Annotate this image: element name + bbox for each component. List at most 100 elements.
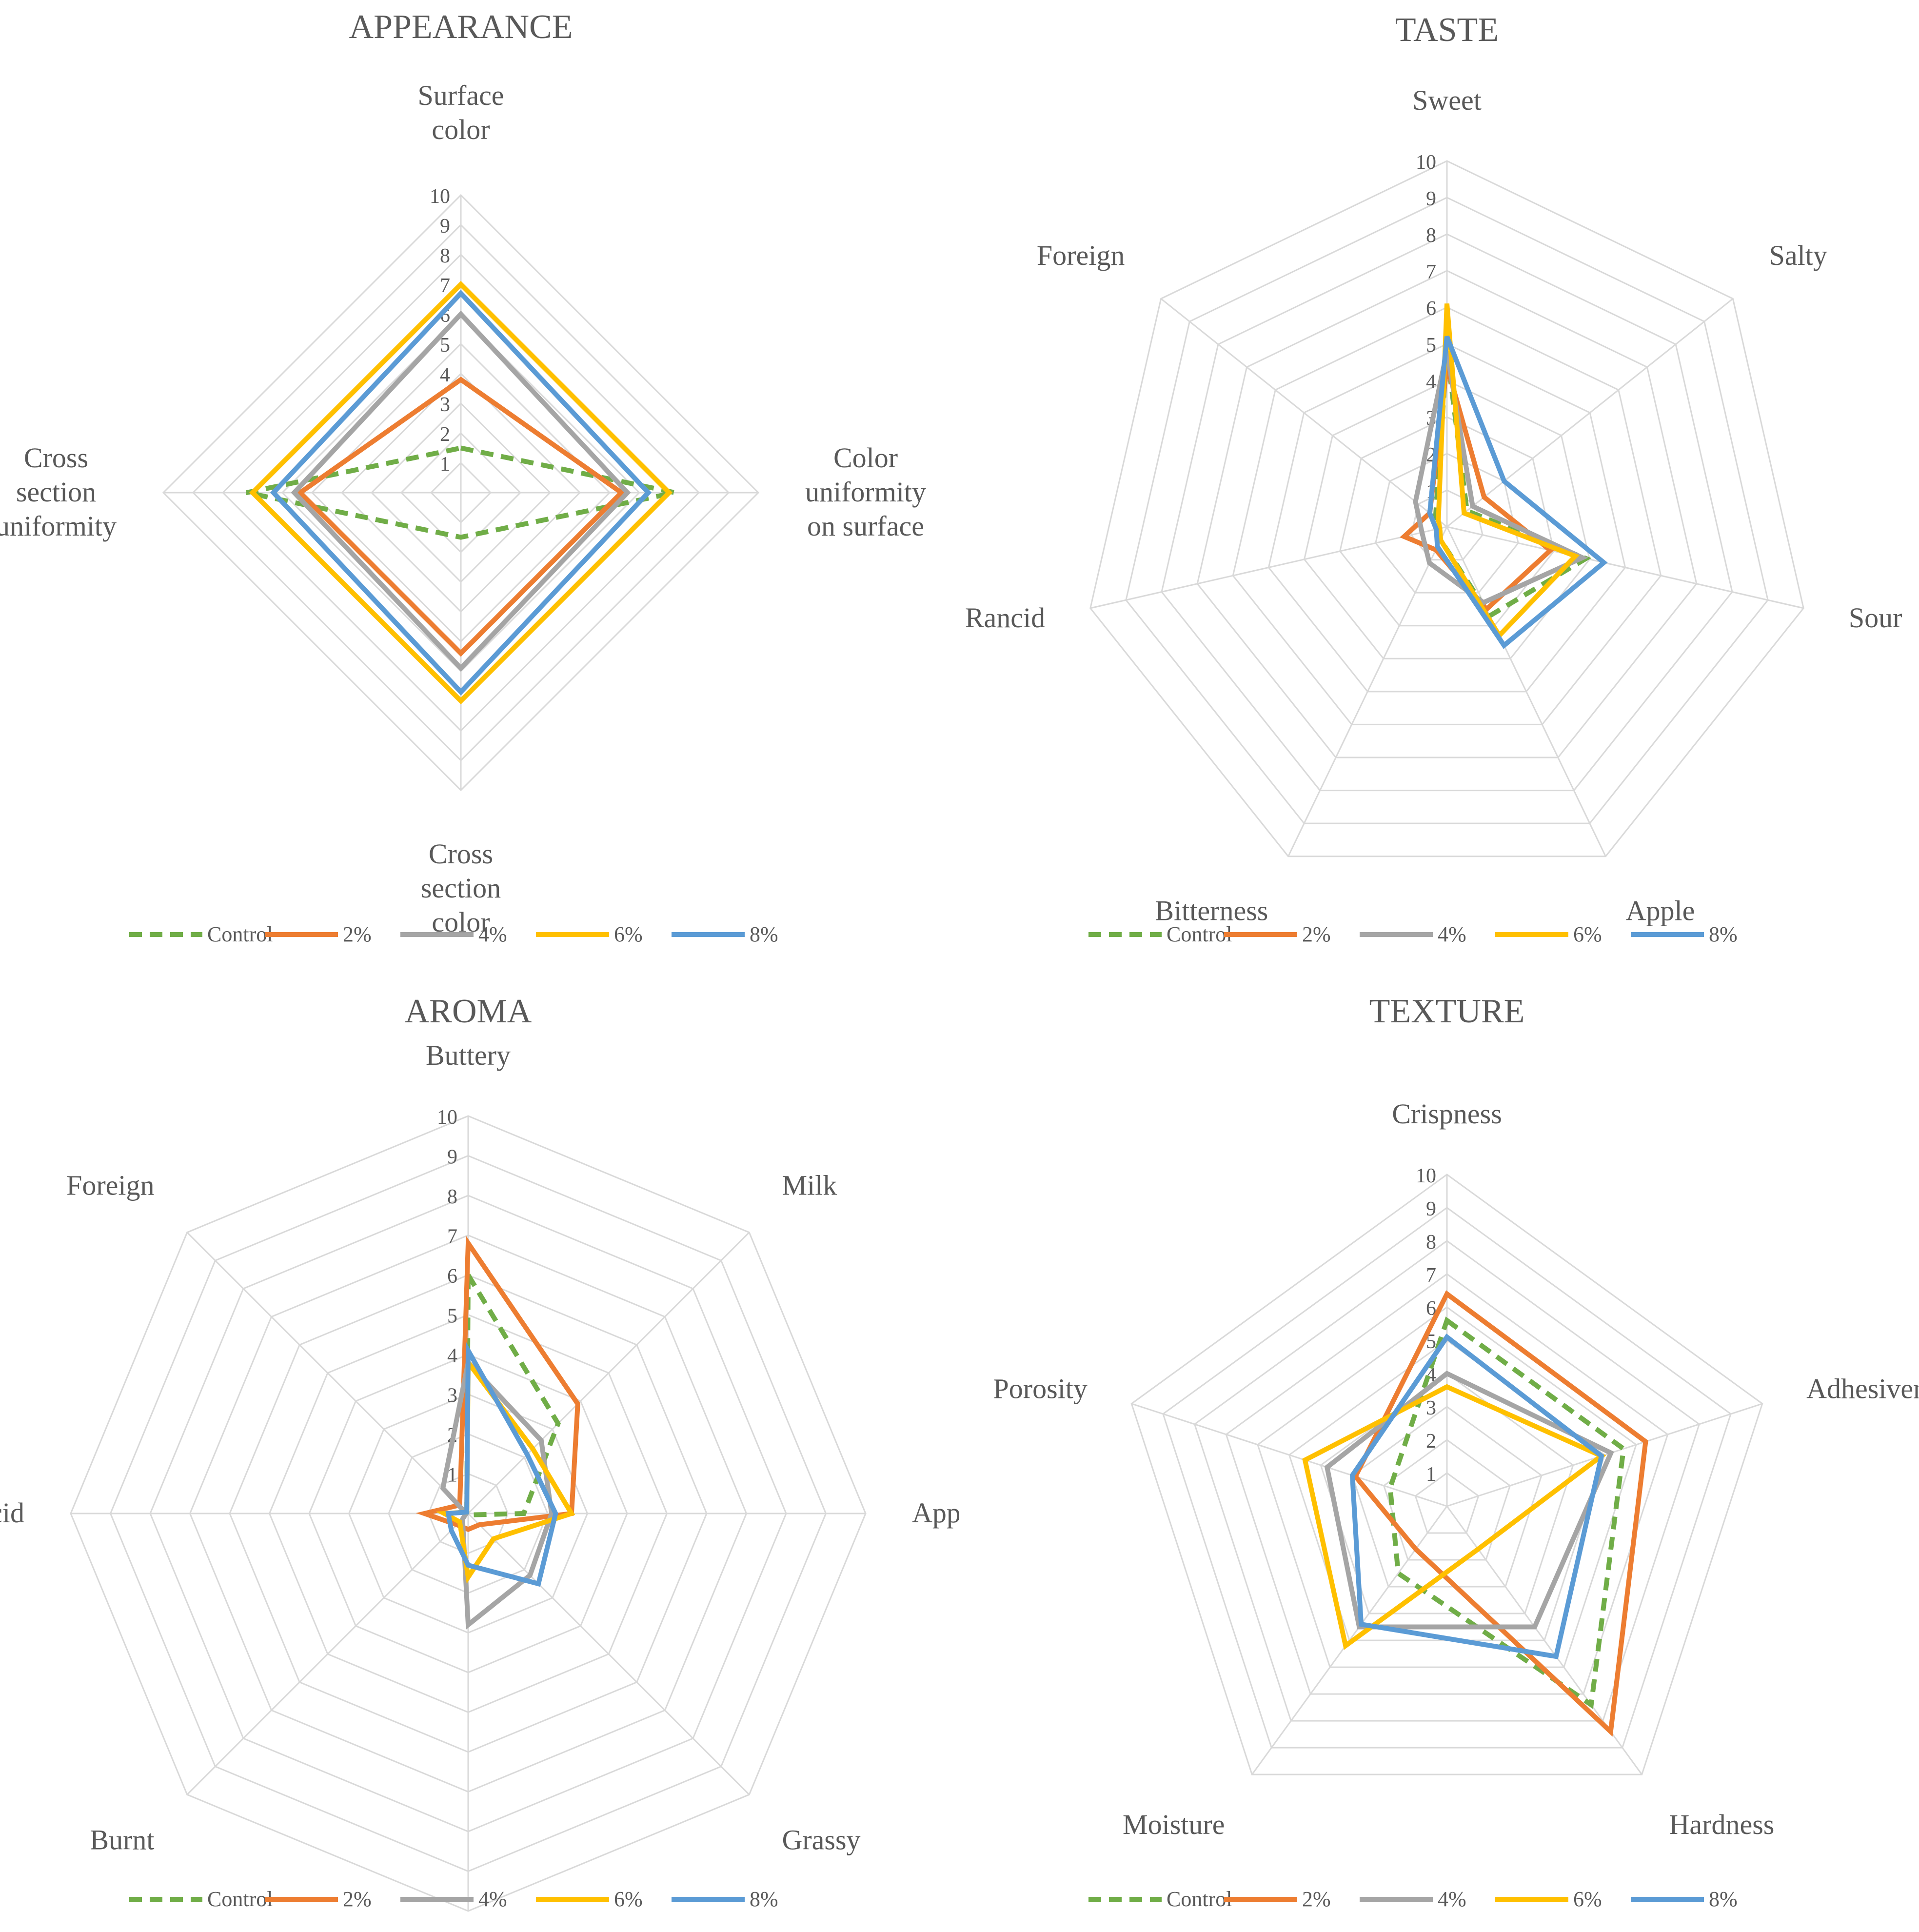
axis-label-salty: Salty — [1769, 239, 1827, 271]
tick-label-5: 5 — [1426, 334, 1436, 357]
aroma-chart-title: AROMA — [405, 993, 532, 1030]
grid-ring-5 — [1267, 343, 1626, 693]
legend-label-4pct: 4% — [1438, 922, 1466, 946]
tick-label-6: 6 — [1426, 298, 1436, 320]
tick-label-4: 4 — [440, 364, 450, 386]
axis-spoke-apple — [1446, 526, 1606, 857]
grid-ring-6 — [1257, 1306, 1637, 1668]
legend-label-2pct: 2% — [343, 1887, 372, 1911]
appearance-chart-title: APPEARANCE — [349, 8, 573, 46]
tick-label-8: 8 — [440, 245, 450, 267]
grid-ring-4 — [1320, 1373, 1574, 1614]
legend-label-4pct: 4% — [1438, 1887, 1466, 1911]
tick-label-4: 4 — [1426, 371, 1436, 393]
tick-label-3: 3 — [1426, 1397, 1436, 1419]
axis-label-grassy: Grassy — [782, 1824, 860, 1855]
axis-spoke-salty — [1446, 298, 1734, 528]
legend: Control 2% 4% 6% 8% — [1088, 1887, 1738, 1911]
legend: Control 2% 4% 6% 8% — [129, 1887, 778, 1911]
tick-label-7: 7 — [1426, 1264, 1436, 1287]
tick-label-8: 8 — [447, 1186, 457, 1208]
axis-label-rancid: Rancid — [0, 1497, 24, 1529]
axis-label-buttery: Buttery — [426, 1039, 511, 1071]
legend-label-6pct: 6% — [1573, 922, 1602, 946]
axis-label-sour: Sour — [1849, 602, 1902, 634]
tick-label-10: 10 — [437, 1106, 457, 1129]
axis-label-porosity: Porosity — [993, 1373, 1088, 1405]
axis-spoke-bitterness — [1287, 526, 1448, 857]
tick-label-10: 10 — [1416, 1165, 1436, 1187]
tick-label-2: 2 — [440, 423, 450, 446]
axis-spoke-milk — [467, 1232, 750, 1514]
axis-label-foreign: Foreign — [1037, 239, 1125, 271]
tick-label-8: 8 — [1426, 224, 1436, 247]
tick-label-9: 9 — [1426, 188, 1436, 210]
legend-label-8pct: 8% — [1709, 922, 1738, 946]
tick-label-1: 1 — [1426, 1463, 1436, 1486]
grid-ring-9 — [1162, 1207, 1732, 1749]
series-2pct-line — [296, 377, 626, 657]
texture-radar-chart: TEXTURE12345678910CrispnessAdhesivenessH… — [993, 993, 1919, 1911]
axis-label-foreign: Foreign — [66, 1170, 154, 1201]
legend-label-6pct: 6% — [614, 1887, 643, 1911]
legend: Control 2% 4% 6% 8% — [129, 922, 778, 946]
legend-label-6pct: 6% — [614, 922, 643, 946]
grid-ring-3 — [1339, 416, 1555, 627]
tick-label-5: 5 — [440, 334, 450, 357]
tick-label-5: 5 — [447, 1305, 457, 1328]
axis-label-bitterness: Bitterness — [1155, 895, 1268, 926]
series-6pct-line — [1436, 303, 1580, 640]
tick-label-8: 8 — [1426, 1231, 1436, 1254]
grid-ring-4 — [1303, 379, 1591, 659]
legend-label-control: Control — [207, 1887, 273, 1911]
tick-label-7: 7 — [440, 275, 450, 297]
grid-ring-10 — [1130, 1174, 1763, 1775]
legend-label-6pct: 6% — [1573, 1887, 1602, 1911]
tick-label-4: 4 — [447, 1345, 457, 1367]
tick-label-7: 7 — [447, 1226, 457, 1248]
grid-ring-7 — [1225, 1273, 1669, 1695]
grid-ring-9 — [1125, 197, 1769, 824]
grid-ring-7 — [1196, 270, 1698, 758]
tick-label-3: 3 — [440, 394, 450, 416]
tick-label-6: 6 — [1426, 1297, 1436, 1320]
axis-label-milk: Milk — [782, 1170, 837, 1201]
axis-label-burnt: Burnt — [90, 1824, 154, 1855]
tick-label-10: 10 — [1416, 151, 1436, 174]
axis-label-crispness: Crispness — [1392, 1098, 1502, 1130]
axis-spoke-porosity — [1131, 1403, 1447, 1507]
aroma-radar-chart: AROMA12345678910ButteryMilkAppleGrassyFl… — [0, 993, 981, 1912]
tick-label-9: 9 — [1426, 1198, 1436, 1220]
axis-label-hardness: Hardness — [1669, 1809, 1775, 1840]
texture-radar-panel: TEXTURE12345678910CrispnessAdhesivenessH… — [959, 965, 1919, 1930]
tick-label-1: 1 — [447, 1464, 457, 1487]
legend-label-2pct: 2% — [1302, 1887, 1331, 1911]
grid-ring-8 — [1193, 1240, 1701, 1722]
gridlines — [1089, 160, 1804, 857]
tick-label-3: 3 — [447, 1385, 457, 1407]
legend-label-4pct: 4% — [478, 1887, 507, 1911]
tick-label-2: 2 — [1426, 1430, 1436, 1453]
series-control-line — [1387, 1316, 1626, 1709]
aroma-radar-panel: AROMA12345678910ButteryMilkAppleGrassyFl… — [0, 965, 981, 1930]
legend: Control 2% 4% 6% 8% — [1088, 922, 1738, 946]
taste-radar-chart: TASTE12345678910SweetSaltySourAppleBitte… — [965, 11, 1902, 946]
grid-ring-2 — [1375, 453, 1519, 594]
legend-label-8pct: 8% — [750, 1887, 778, 1911]
legend-label-control: Control — [1167, 922, 1232, 946]
tick-label-10: 10 — [430, 185, 450, 208]
tick-label-5: 5 — [1426, 1331, 1436, 1353]
legend-label-control: Control — [1167, 1887, 1232, 1911]
tick-label-7: 7 — [1426, 261, 1436, 283]
series-8pct-line — [270, 290, 652, 696]
tick-label-6: 6 — [447, 1265, 457, 1288]
grid-ring-8 — [1161, 233, 1733, 792]
grid-ring-10 — [1089, 160, 1804, 857]
series-4pct-line — [291, 310, 631, 672]
tick-label-9: 9 — [440, 215, 450, 238]
series-8pct-line — [445, 1341, 558, 1587]
appearance-radar-panel: APPEARANCE 1 2 3 4 5 6 7 8 9 10 Surface color Color un… — [0, 0, 959, 965]
axis-label-moisture: Moisture — [1123, 1809, 1225, 1840]
